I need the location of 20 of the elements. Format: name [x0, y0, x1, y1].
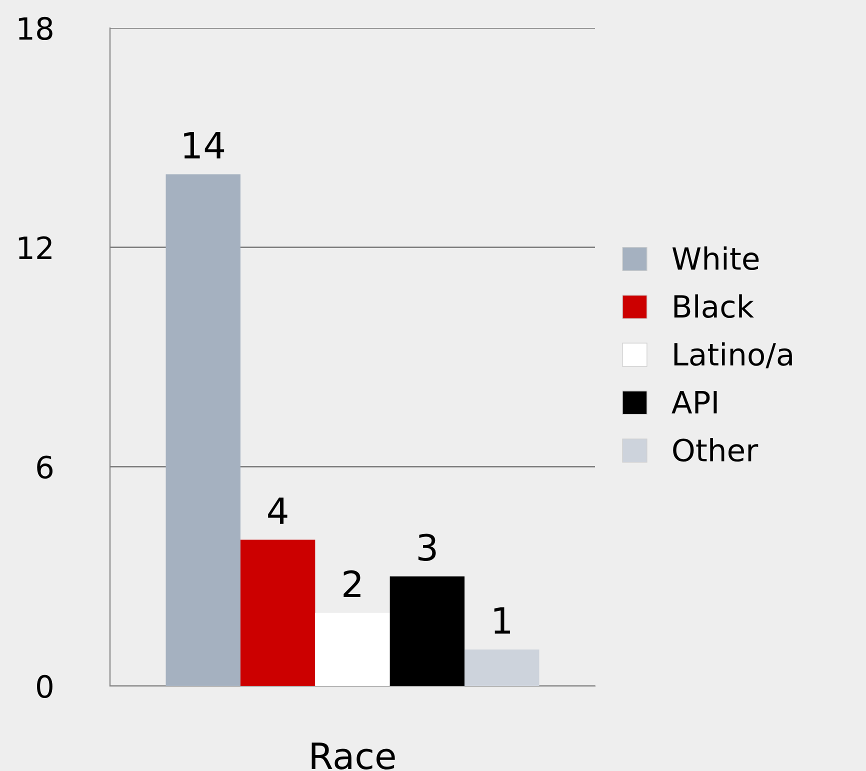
bar — [166, 174, 240, 686]
y-tick-label: 0 — [37, 674, 52, 698]
y-tick-label: 12 — [18, 236, 52, 259]
y-tick-label: 18 — [18, 16, 52, 40]
legend-label: White — [672, 246, 759, 270]
legend-label: Black — [674, 294, 754, 318]
data-label: 14 — [184, 132, 224, 158]
bar — [390, 576, 465, 686]
bar — [464, 649, 540, 686]
data-label: 1 — [494, 607, 510, 634]
bar — [240, 540, 316, 686]
legend-label: Latino/a — [674, 342, 792, 368]
data-label: 2 — [344, 570, 360, 598]
x-axis-title: Race — [312, 742, 395, 770]
bar — [315, 612, 390, 686]
legend-label: Other — [673, 438, 758, 462]
data-label: 4 — [268, 498, 288, 524]
legend-label: API — [672, 391, 717, 414]
y-tick-label: 6 — [37, 456, 53, 479]
data-label: 3 — [418, 534, 436, 562]
